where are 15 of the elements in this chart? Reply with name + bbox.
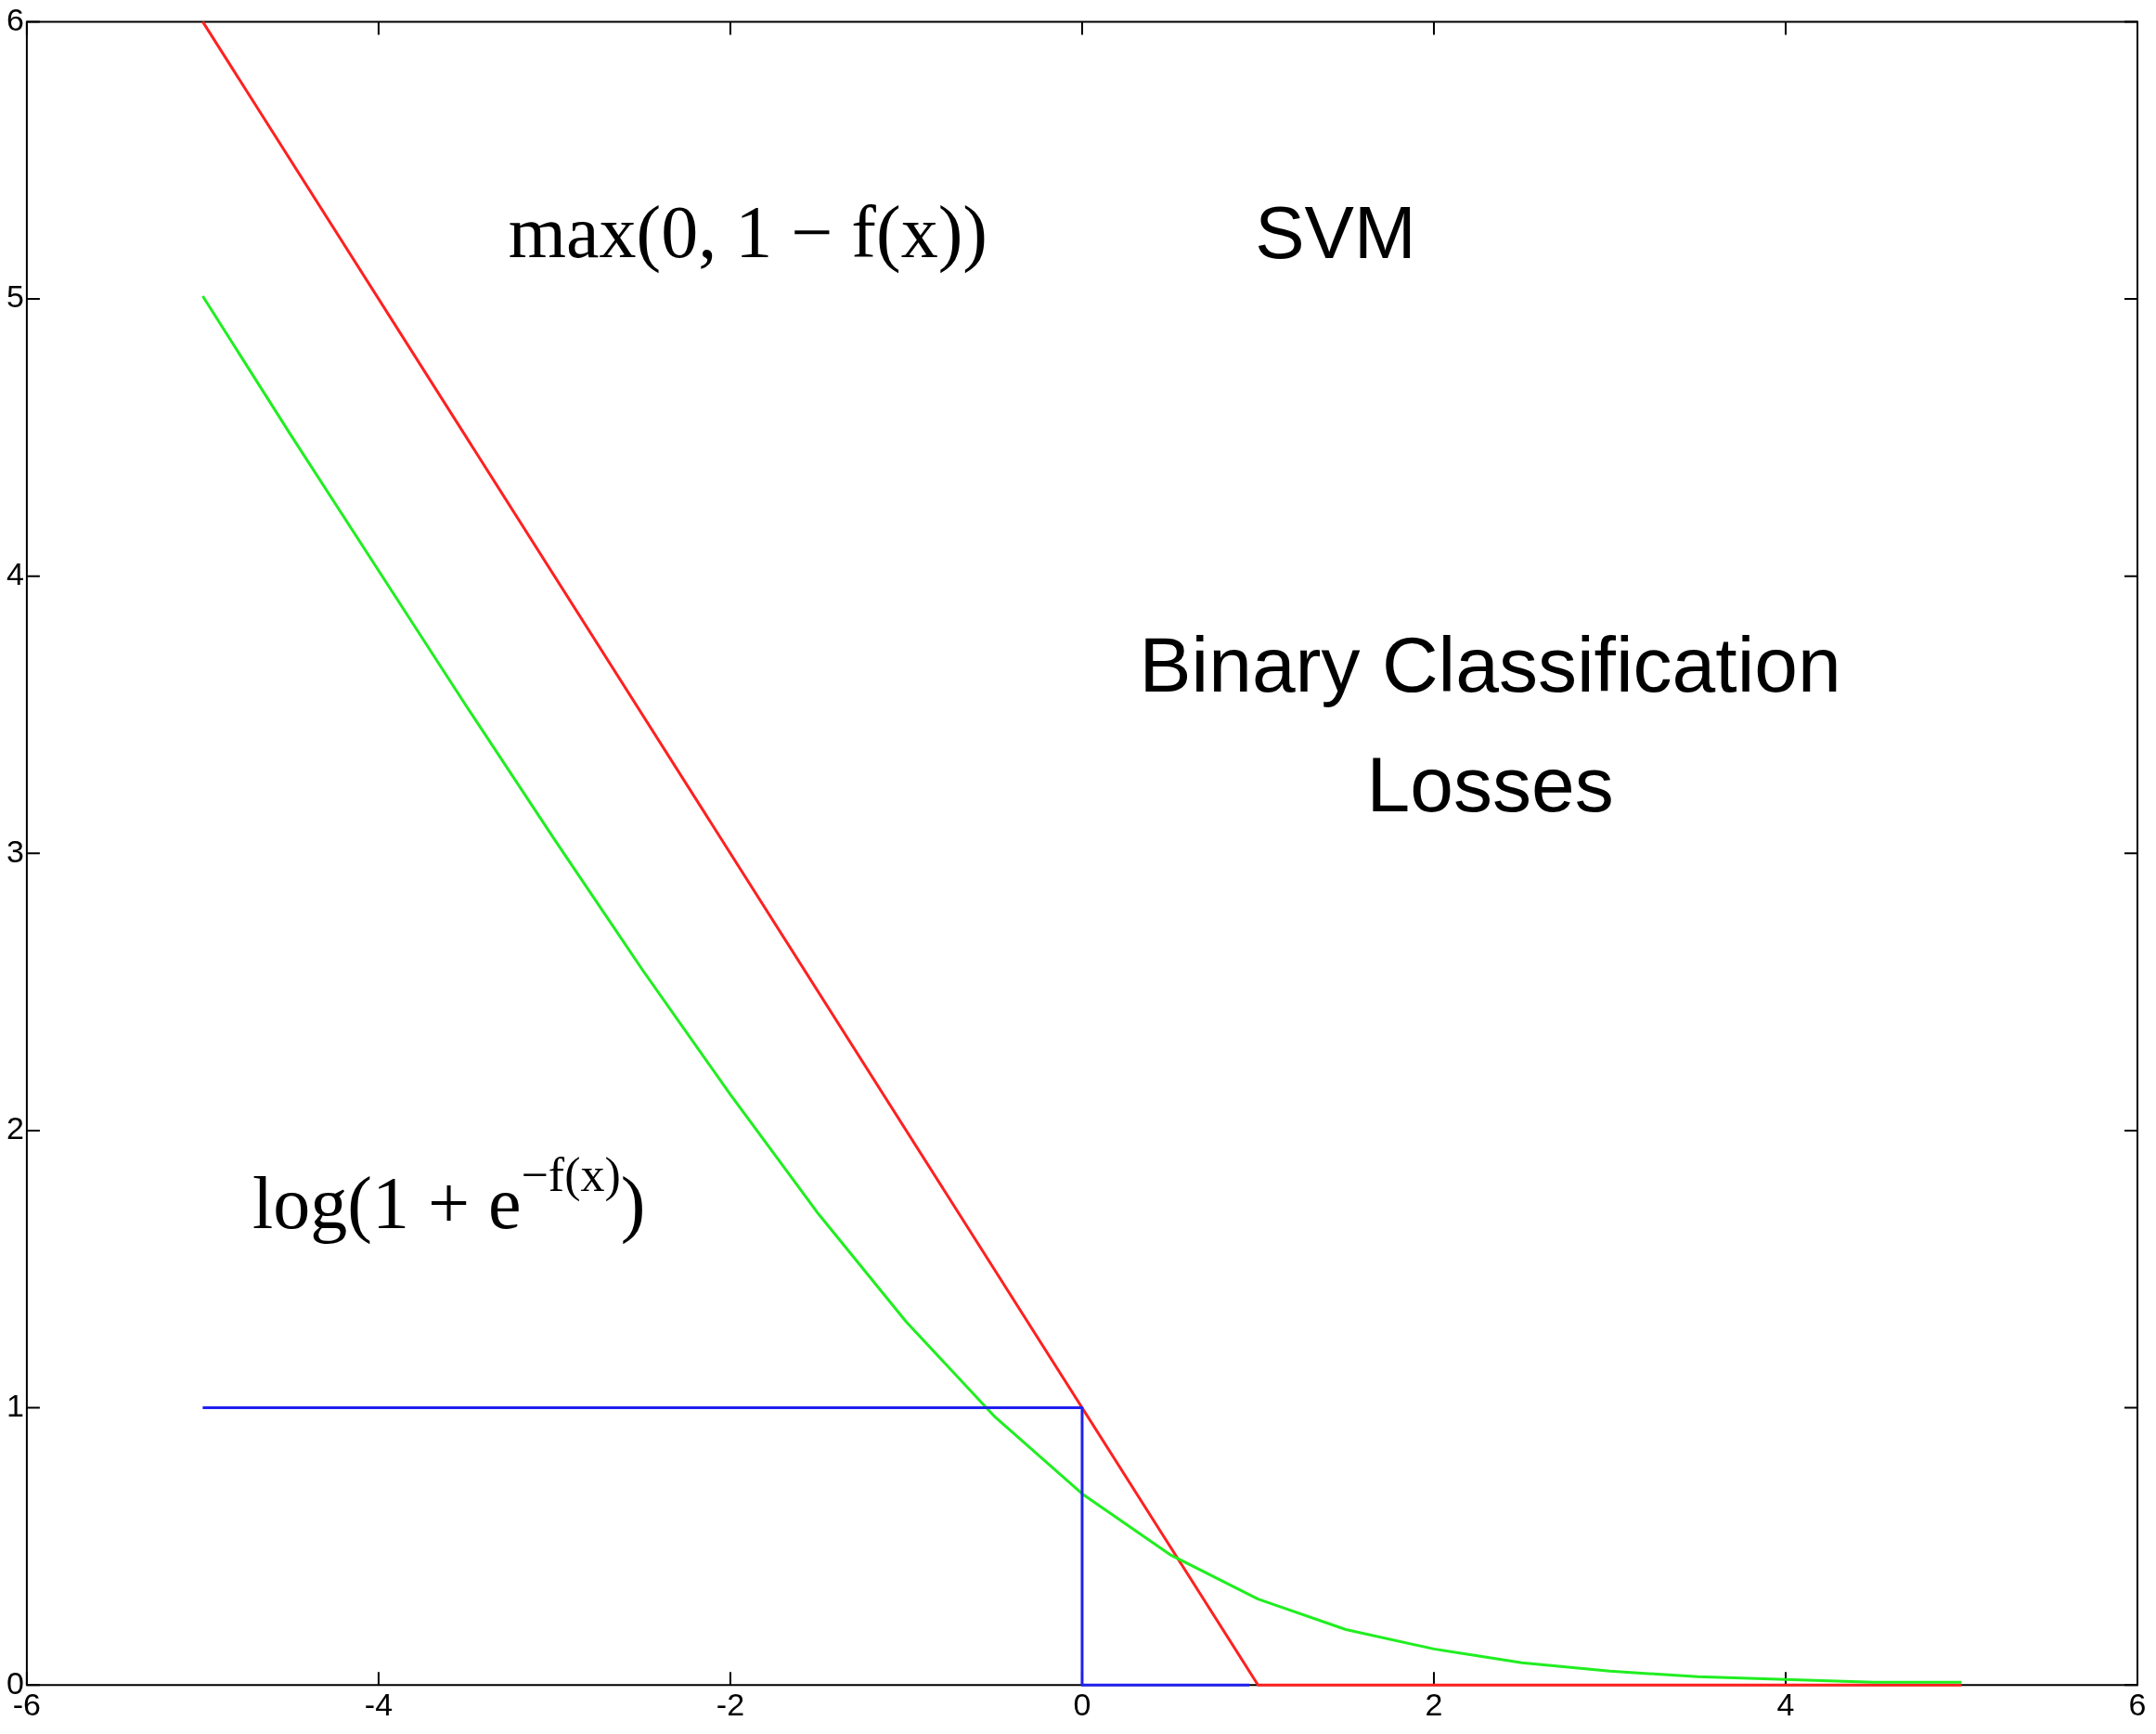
x-tick-label: -2 [716, 1686, 745, 1722]
x-tick-label: 2 [1425, 1686, 1443, 1722]
y-tick-label: 5 [6, 278, 24, 315]
text: Binary Classification Losses [1139, 621, 1841, 828]
y-tick-label: 2 [6, 1110, 24, 1146]
y-tick-label: 1 [6, 1387, 24, 1423]
x-tick-label: -4 [364, 1686, 394, 1722]
y-tick-label: 6 [6, 1, 24, 37]
y-tick-label: 3 [6, 833, 24, 869]
annotation: SVM [1255, 191, 1416, 275]
x-tick-label: 6 [2128, 1686, 2147, 1722]
x-tick-label: 4 [1776, 1686, 1795, 1722]
y-tick-label: 4 [6, 556, 24, 592]
annotation: max(0, 1 − f(x)) [508, 191, 988, 275]
x-tick-label: 0 [1073, 1686, 1091, 1722]
